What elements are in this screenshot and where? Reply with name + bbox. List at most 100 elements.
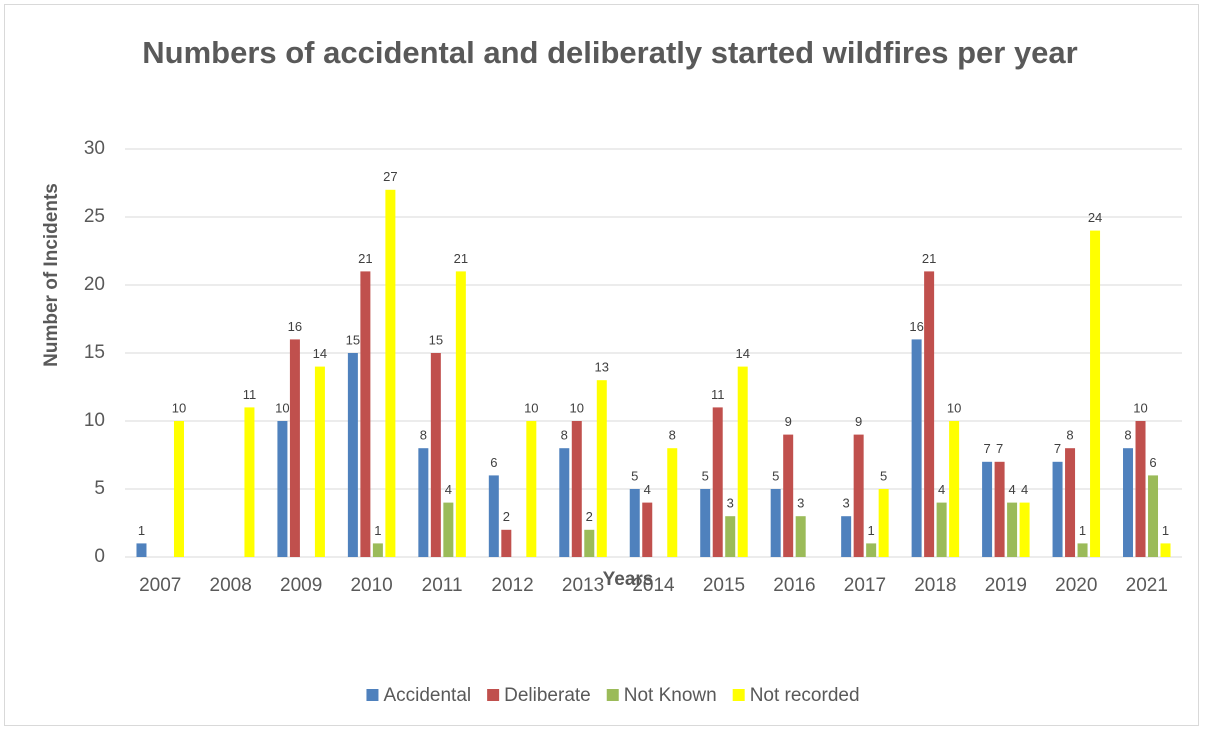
data-label: 4 [1008, 482, 1015, 497]
legend-swatch [606, 689, 619, 701]
x-tick-label: 2018 [914, 575, 956, 596]
bar [584, 529, 595, 557]
data-label: 14 [313, 346, 327, 361]
bar [430, 353, 441, 557]
data-label: 10 [275, 400, 289, 415]
data-label: 21 [358, 251, 372, 266]
legend-swatch [732, 689, 745, 701]
data-label: 2 [503, 509, 510, 524]
x-tick-label: 2008 [210, 575, 252, 596]
data-label: 10 [524, 400, 538, 415]
data-label: 16 [909, 319, 923, 334]
x-tick-label: 2016 [773, 575, 815, 596]
bar [501, 529, 512, 557]
data-label: 4 [445, 482, 452, 497]
y-tick-label: 15 [84, 342, 105, 363]
data-label: 14 [735, 346, 749, 361]
chart-title: Numbers of accidental and deliberatly st… [142, 35, 1078, 70]
bar [488, 475, 499, 557]
legend-item: Accidental [366, 685, 471, 706]
data-label: 1 [868, 523, 875, 538]
bar [911, 339, 922, 557]
y-tick-label: 5 [94, 478, 105, 499]
bar [173, 421, 184, 557]
data-label: 6 [1149, 455, 1156, 470]
bar [841, 516, 852, 557]
data-label: 1 [1162, 523, 1169, 538]
bar [949, 421, 960, 557]
data-label: 15 [429, 332, 443, 347]
data-label: 2 [586, 509, 593, 524]
bar [136, 543, 147, 557]
bar [737, 366, 748, 557]
bar [642, 502, 653, 557]
data-label: 11 [711, 387, 725, 402]
data-label: 27 [383, 169, 397, 184]
data-label: 7 [996, 441, 1003, 456]
bar [725, 516, 736, 557]
bar [277, 421, 288, 557]
x-tick-label: 2014 [632, 575, 675, 596]
legend-label: Deliberate [504, 685, 591, 706]
x-tick-label: 2012 [491, 575, 533, 596]
x-tick-label: 2019 [985, 575, 1027, 596]
data-label: 24 [1088, 210, 1102, 225]
data-label: 9 [785, 414, 792, 429]
data-label: 5 [702, 468, 709, 483]
data-label: 1 [138, 523, 145, 538]
bar [783, 434, 794, 557]
bar [314, 366, 325, 557]
x-tick-label: 2011 [422, 575, 463, 596]
bar [360, 271, 371, 557]
data-label: 3 [843, 496, 850, 511]
data-label: 8 [669, 428, 676, 443]
bar [667, 448, 678, 557]
bar [924, 271, 935, 557]
data-label: 5 [880, 468, 887, 483]
bar [1090, 230, 1101, 557]
x-tick-label: 2013 [562, 575, 604, 596]
bar [571, 421, 582, 557]
legend-item: Not recorded [732, 685, 860, 706]
data-label: 1 [1079, 523, 1086, 538]
data-label: 15 [346, 332, 360, 347]
y-tick-label: 0 [94, 546, 105, 567]
bar [982, 461, 993, 557]
data-label: 3 [727, 496, 734, 511]
bar [1019, 502, 1030, 557]
data-label: 10 [1133, 400, 1147, 415]
data-label: 10 [172, 400, 186, 415]
bar [629, 489, 640, 557]
bar [596, 380, 607, 557]
bar [1052, 461, 1063, 557]
y-axis-title: Number of Incidents [41, 183, 62, 367]
bar [712, 407, 723, 557]
data-label: 7 [983, 441, 990, 456]
bar [455, 271, 466, 557]
data-label: 13 [595, 360, 609, 375]
bar [418, 448, 429, 557]
legend-swatch [487, 689, 500, 701]
bar [770, 489, 781, 557]
bar [1148, 475, 1159, 557]
bar [443, 502, 454, 557]
bar [994, 461, 1005, 557]
data-label: 5 [772, 468, 779, 483]
data-label: 21 [454, 251, 468, 266]
bar [372, 543, 383, 557]
data-label: 8 [1066, 428, 1073, 443]
bar [1077, 543, 1088, 557]
data-label: 3 [797, 496, 804, 511]
x-axis-title: Years [603, 569, 654, 590]
data-label: 8 [561, 428, 568, 443]
data-label: 4 [1021, 482, 1028, 497]
bar [1135, 421, 1146, 557]
legend-label: Accidental [383, 685, 471, 706]
x-tick-label: 2009 [280, 575, 322, 596]
bar [936, 502, 947, 557]
bar [347, 353, 358, 557]
legend-label: Not Known [624, 685, 717, 706]
bar [385, 189, 396, 558]
x-tick-label: 2015 [703, 575, 745, 596]
